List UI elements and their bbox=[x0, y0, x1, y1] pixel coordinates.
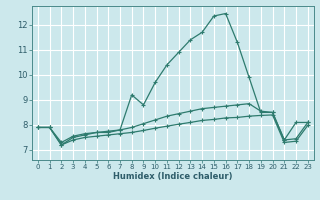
X-axis label: Humidex (Indice chaleur): Humidex (Indice chaleur) bbox=[113, 172, 233, 181]
